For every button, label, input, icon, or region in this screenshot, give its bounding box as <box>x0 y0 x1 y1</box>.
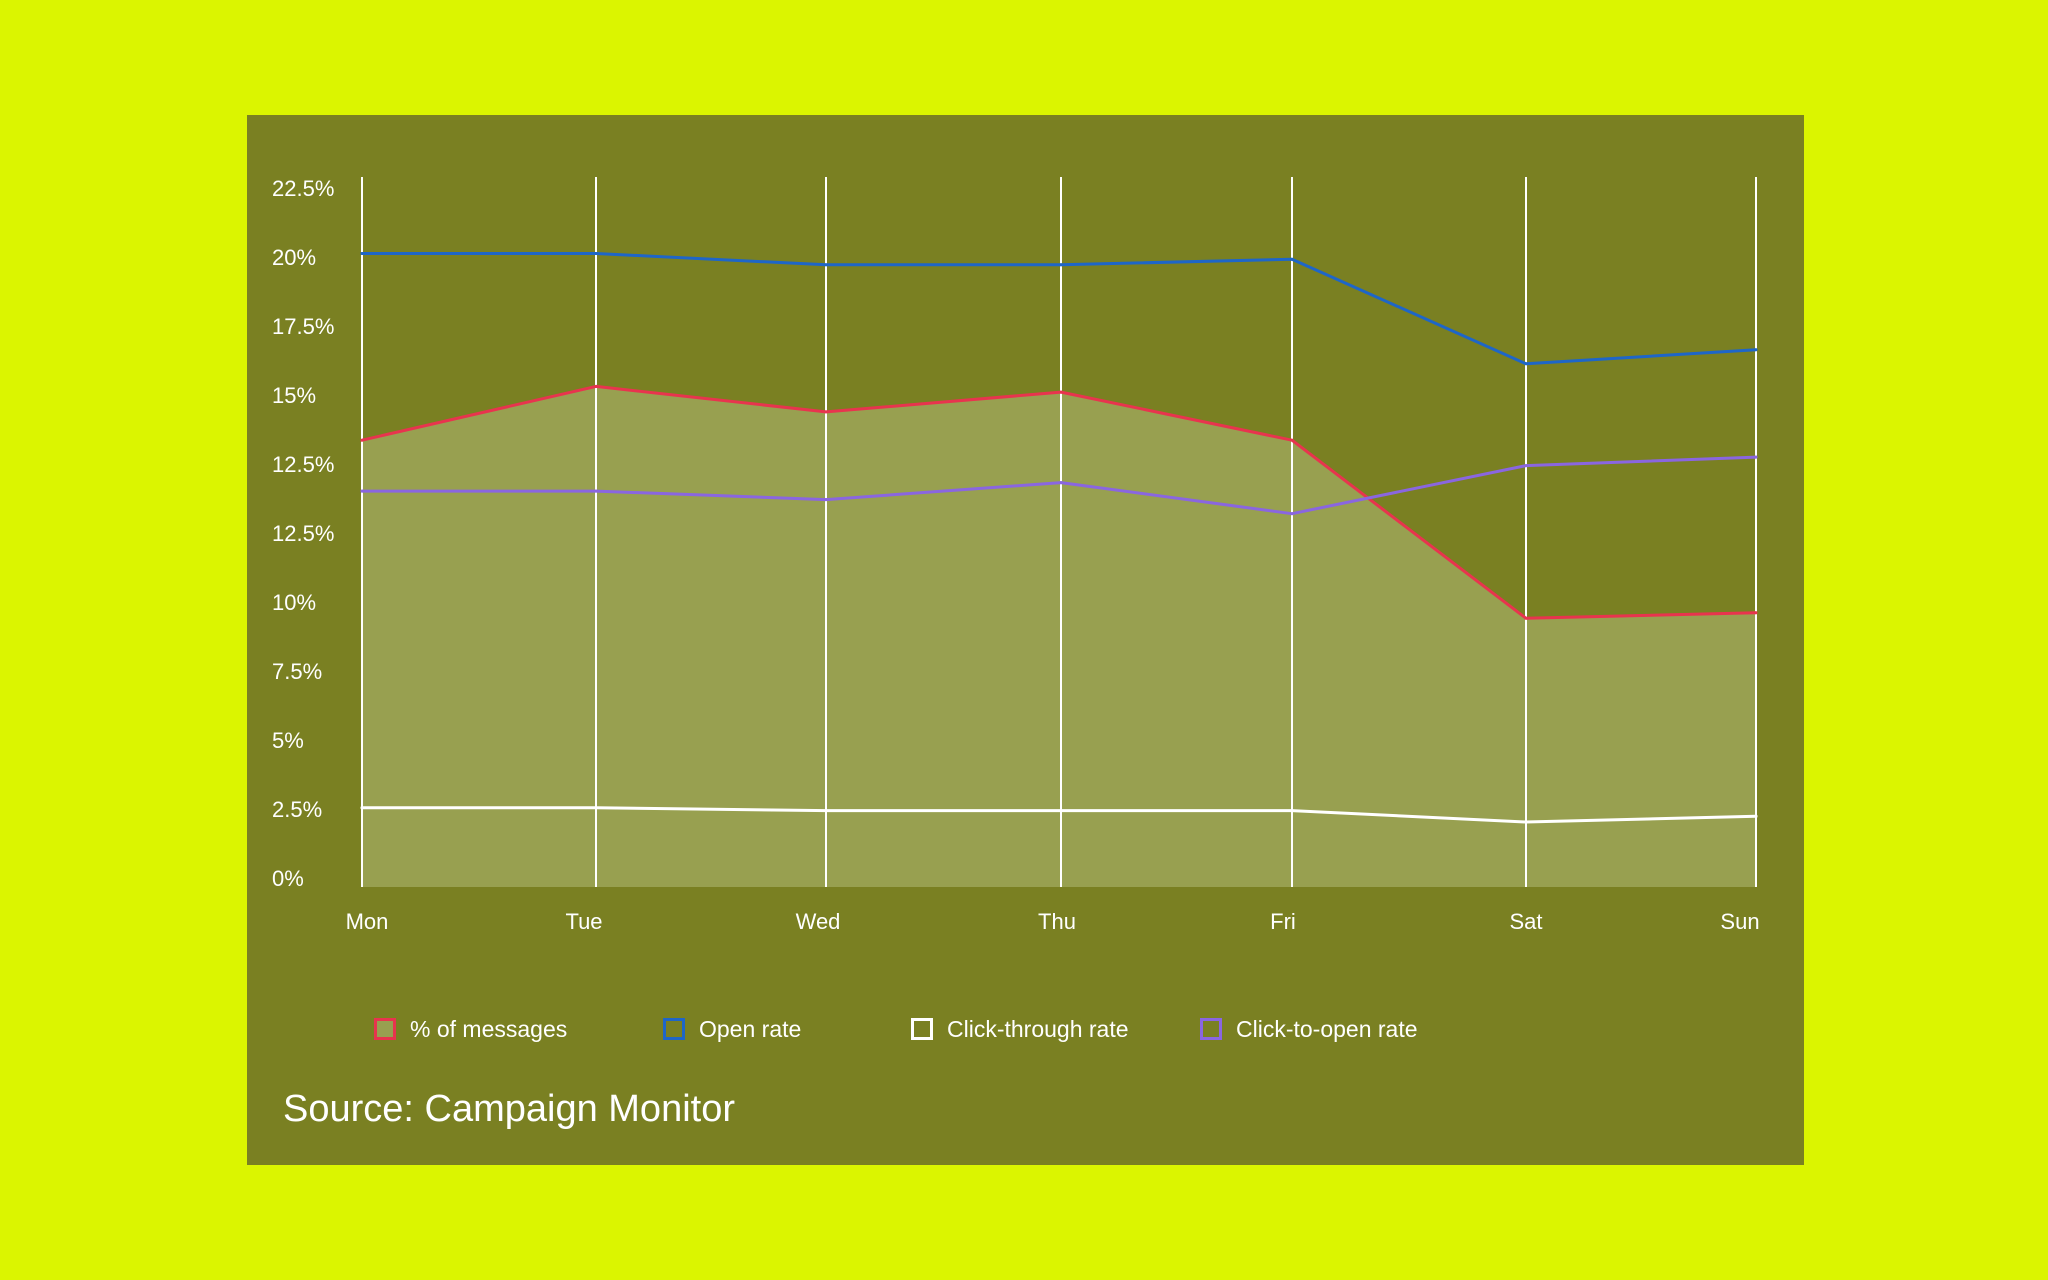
data-point-0-5 <box>1524 616 1528 620</box>
data-point-0-6 <box>1754 611 1758 615</box>
data-point-3-3 <box>1059 481 1063 485</box>
y-tick-label: 10% <box>272 590 316 615</box>
y-tick-label: 7.5% <box>272 659 322 684</box>
y-tick-label: 5% <box>272 728 304 753</box>
data-point-2-3 <box>1059 809 1063 813</box>
data-point-3-5 <box>1524 464 1528 468</box>
line-layer <box>360 252 1758 824</box>
legend-item-open-rate: Open rate <box>663 1014 801 1044</box>
legend-label-click-through-rate: Click-through rate <box>947 1015 1129 1042</box>
x-tick-label-sun: Sun <box>1720 909 1759 934</box>
data-point-2-1 <box>594 806 598 810</box>
data-point-1-3 <box>1059 263 1063 267</box>
legend-label-messages: % of messages <box>410 1015 568 1042</box>
x-tick-label-thu: Thu <box>1038 909 1076 934</box>
data-point-3-6 <box>1754 455 1758 459</box>
area-layer <box>362 386 1756 887</box>
y-tick-label: 0% <box>272 866 304 891</box>
legend-item-click-through-rate: Click-through rate <box>911 1014 1129 1044</box>
y-tick-label: 15% <box>272 383 316 408</box>
y-tick-label: 2.5% <box>272 797 322 822</box>
data-point-0-0 <box>360 438 364 442</box>
grid-layer <box>361 177 1757 887</box>
series-area-0 <box>362 386 1756 887</box>
legend-swatch-messages <box>374 1018 396 1040</box>
data-point-0-2 <box>824 410 828 414</box>
data-point-3-2 <box>824 498 828 502</box>
y-tick-label: 22.5% <box>272 176 334 201</box>
y-tick-label: 12.5% <box>272 521 334 546</box>
x-tick-label-fri: Fri <box>1270 909 1296 934</box>
data-point-1-2 <box>824 263 828 267</box>
data-point-2-6 <box>1754 814 1758 818</box>
data-point-3-4 <box>1290 512 1294 516</box>
data-point-0-4 <box>1290 438 1294 442</box>
legend-item-click-to-open-rate: Click-to-open rate <box>1200 1014 1418 1044</box>
legend-label-click-to-open-rate: Click-to-open rate <box>1236 1015 1418 1042</box>
y-tick-label: 20% <box>272 245 316 270</box>
y-tick-label: 12.5% <box>272 452 334 477</box>
legend-swatch-open-rate <box>663 1018 685 1040</box>
data-point-0-3 <box>1059 390 1063 394</box>
data-point-3-1 <box>594 489 598 493</box>
x-tick-label-mon: Mon <box>346 909 389 934</box>
data-point-1-4 <box>1290 257 1294 261</box>
x-tick-label-tue: Tue <box>565 909 602 934</box>
x-tick-label-sat: Sat <box>1509 909 1542 934</box>
legend-label-open-rate: Open rate <box>699 1015 802 1042</box>
legend-swatch-click-to-open-rate <box>1200 1018 1222 1040</box>
legend-item-messages: % of messages <box>374 1014 567 1044</box>
y-axis-ticks: 22.5% 20% 17.5% 15% 12.5% 12.5% 10% 7.5% 5% 2.5% 0… <box>272 176 334 891</box>
x-tick-label-wed: Wed <box>796 909 841 934</box>
data-point-1-1 <box>594 252 598 255</box>
series-line-1 <box>360 252 1758 366</box>
data-point-1-5 <box>1524 362 1528 366</box>
data-point-1-6 <box>1754 348 1758 352</box>
data-point-2-4 <box>1290 809 1294 813</box>
data-point-2-0 <box>360 806 364 810</box>
legend-swatch-click-through-rate <box>911 1018 933 1040</box>
data-point-0-1 <box>594 384 598 388</box>
data-point-3-0 <box>360 489 364 493</box>
source-note: Source: Campaign Monitor <box>283 1088 735 1130</box>
data-point-2-5 <box>1524 820 1528 824</box>
x-axis-ticks: Mon Tue Wed Thu Fri Sat Sun <box>346 909 1760 934</box>
y-tick-label: 17.5% <box>272 314 334 339</box>
data-point-1-0 <box>360 252 364 255</box>
data-point-2-2 <box>824 809 828 813</box>
